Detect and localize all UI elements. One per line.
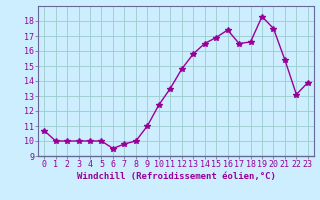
X-axis label: Windchill (Refroidissement éolien,°C): Windchill (Refroidissement éolien,°C) (76, 172, 276, 181)
